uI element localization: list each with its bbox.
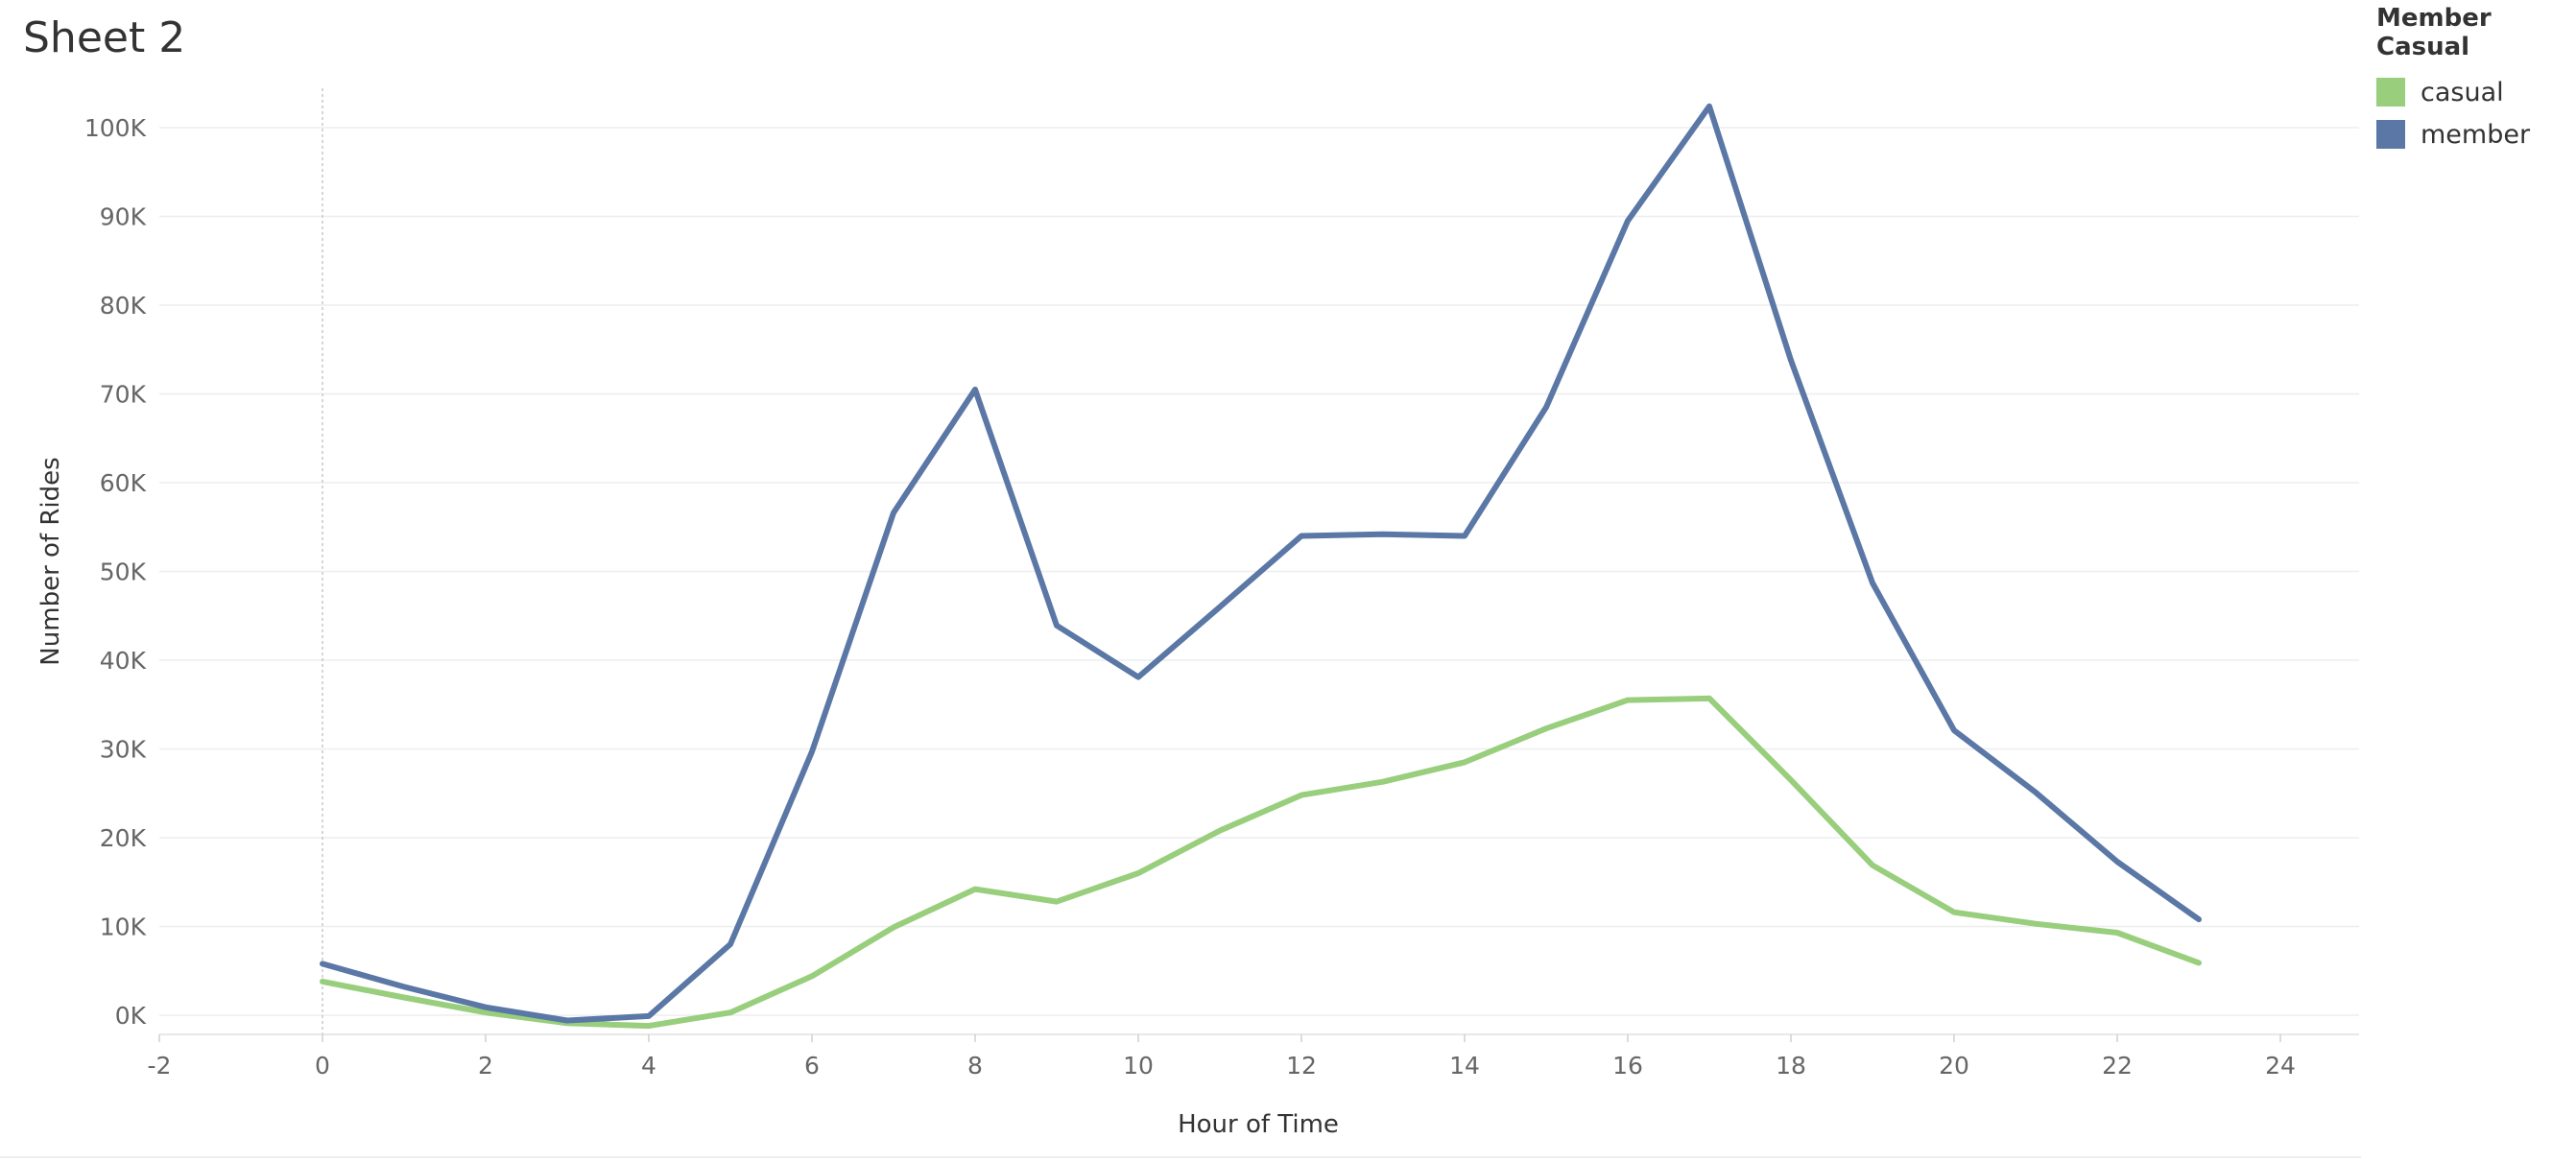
legend-label-casual: casual (2421, 77, 2504, 107)
sheet-title: Sheet 2 (23, 13, 186, 62)
y-tick-label: 80K (100, 292, 147, 320)
legend-item-casual[interactable]: casual (2376, 71, 2576, 113)
y-tick-label: 50K (100, 558, 147, 586)
y-tick-label: 100K (84, 114, 147, 142)
series-lines (320, 103, 2202, 1030)
y-tick-label: 60K (100, 469, 147, 497)
y-tick-label: 40K (100, 647, 147, 675)
series-line-casual[interactable] (320, 695, 2202, 1030)
x-tick-label: 16 (1612, 1052, 1643, 1080)
y-tick-label: 30K (100, 736, 147, 764)
y-axis-title: Number of Rides (36, 457, 65, 665)
series-line-member[interactable] (320, 103, 2202, 1024)
grid-lines (159, 88, 2359, 1034)
legend-item-member[interactable]: member (2376, 113, 2576, 155)
y-tick-label: 20K (100, 824, 147, 852)
x-tick-label: 8 (967, 1052, 983, 1080)
x-tick-label: 12 (1286, 1052, 1317, 1080)
legend-swatch-casual (2376, 78, 2405, 107)
x-tick-label: 24 (2265, 1052, 2296, 1080)
y-tick-label: 70K (100, 381, 147, 409)
x-tick-label: 6 (804, 1052, 820, 1080)
legend-label-member: member (2421, 119, 2531, 150)
x-tick-label: 18 (1776, 1052, 1806, 1080)
x-tick-label: 0 (315, 1052, 330, 1080)
legend-title: Member Casual (2376, 4, 2492, 61)
y-tick-label: 90K (100, 203, 147, 231)
y-tick-label: 10K (100, 914, 147, 941)
y-tick-label: 0K (115, 1002, 147, 1030)
x-tick-label: 20 (1939, 1052, 1969, 1080)
x-tick-label: 4 (641, 1052, 656, 1080)
x-tick-label: -2 (148, 1052, 172, 1080)
x-tick-label: 10 (1123, 1052, 1154, 1080)
x-tick-label: 22 (2102, 1052, 2133, 1080)
legend: Member Casual casual member (2376, 4, 2576, 155)
x-axis-title: Hour of Time (1178, 1110, 1339, 1139)
x-tick-label: 2 (478, 1052, 493, 1080)
legend-swatch-member (2376, 120, 2405, 149)
x-tick-label: 14 (1449, 1052, 1480, 1080)
